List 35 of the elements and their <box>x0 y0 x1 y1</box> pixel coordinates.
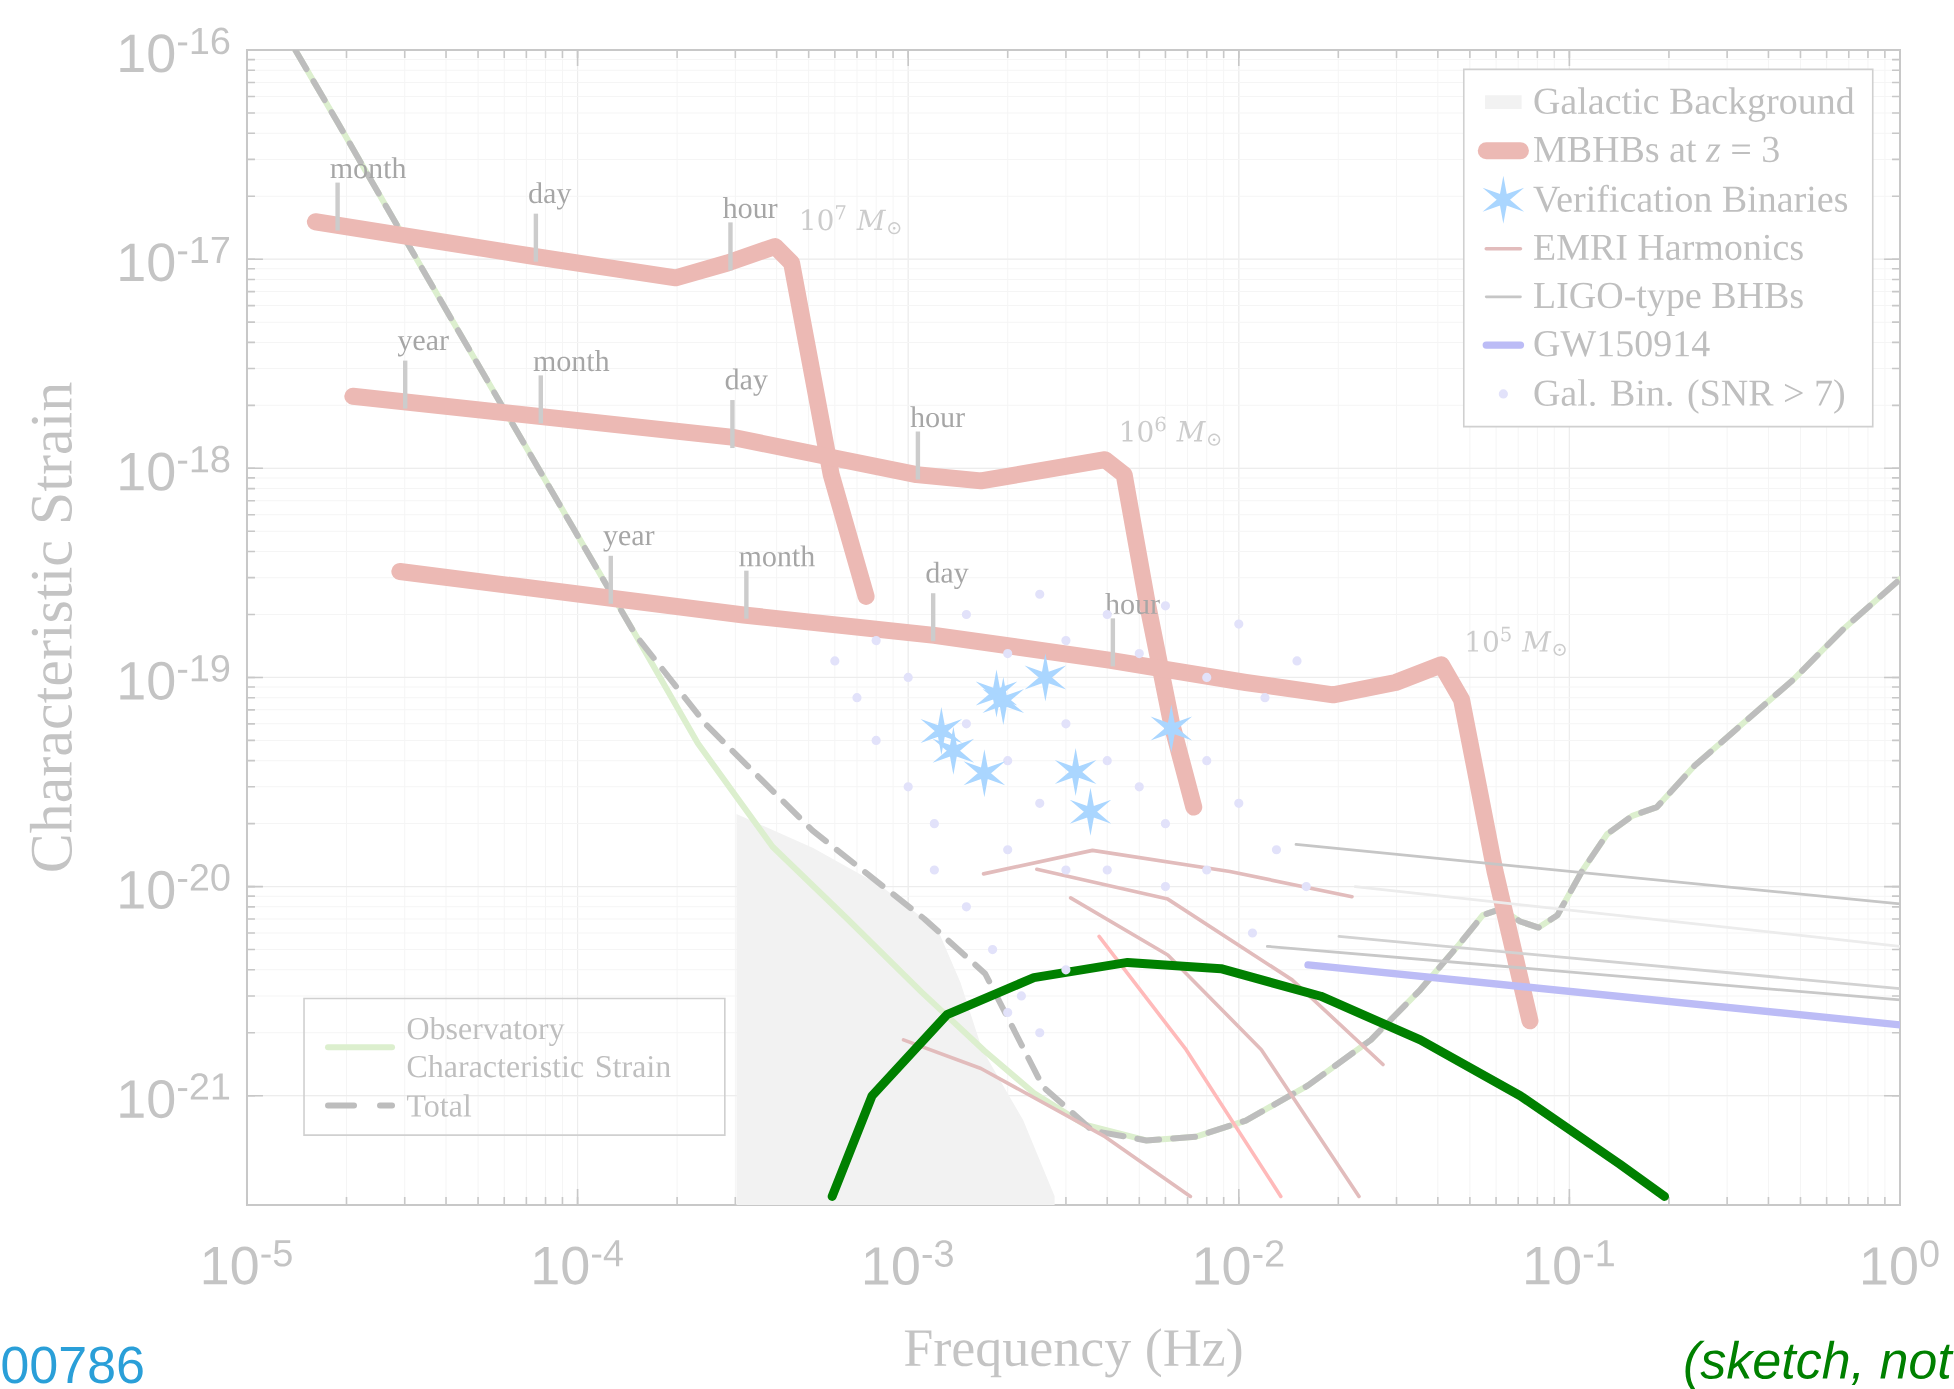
legend-label: Observatory Characteristic Strain <box>407 1016 671 1078</box>
x-tick-label: 10$^{-4}$ <box>534 1240 623 1285</box>
y-tick-label: 10$^{-20}$ <box>120 864 230 910</box>
y-tick-label: 10$^{-19}$ <box>120 654 230 700</box>
legend-label: LIGO-type BHBs <box>1534 282 1803 317</box>
annotation: month <box>533 350 610 372</box>
text: (sketch, not <box>1685 1340 1954 1389</box>
legend-label: MBHBs at z = 3 <box>1534 136 1779 163</box>
y-tick-label: 10$^{-16}$ <box>120 27 230 73</box>
annotation: month <box>330 157 407 179</box>
text: 00786 <box>2 1346 143 1384</box>
x-tick-label: 10$^{-3}$ <box>864 1240 953 1286</box>
y-tick-label: 10$^{-21}$ <box>120 1073 230 1119</box>
legend-label: GW150914 <box>1534 330 1710 357</box>
y-axis-title: Characteristic Strain <box>29 382 73 871</box>
annotation: day <box>725 368 768 396</box>
annotation: hour <box>722 197 778 219</box>
annotation: hour <box>910 406 965 428</box>
x-axis-title: Frequency (Hz) <box>904 1328 1242 1378</box>
x-tick-label: 10$^{-5}$ <box>203 1240 292 1285</box>
x-tick-label: 10$^{-1}$ <box>1526 1240 1614 1285</box>
y-tick-label: 10$^{-18}$ <box>120 445 230 491</box>
x-tick-label: 10$^{-2}$ <box>1195 1240 1284 1286</box>
annotation: year <box>397 335 449 357</box>
annotation: day <box>529 182 572 210</box>
legend-label: Gal. Bin. (SNR > 7) <box>1534 379 1844 414</box>
legend-label: Galactic Background <box>1534 87 1855 122</box>
legend-label: EMRI Harmonics <box>1534 234 1803 261</box>
legend-label: Total <box>406 1094 472 1117</box>
annotation: year <box>603 531 655 552</box>
annotation: day <box>926 561 969 590</box>
annotation: month <box>739 545 815 567</box>
y-tick-label: 10$^{-17}$ <box>120 236 230 282</box>
x-tick-label: 10$^{0}$ <box>1863 1240 1939 1286</box>
legend-label: Verification Binaries <box>1533 184 1848 213</box>
